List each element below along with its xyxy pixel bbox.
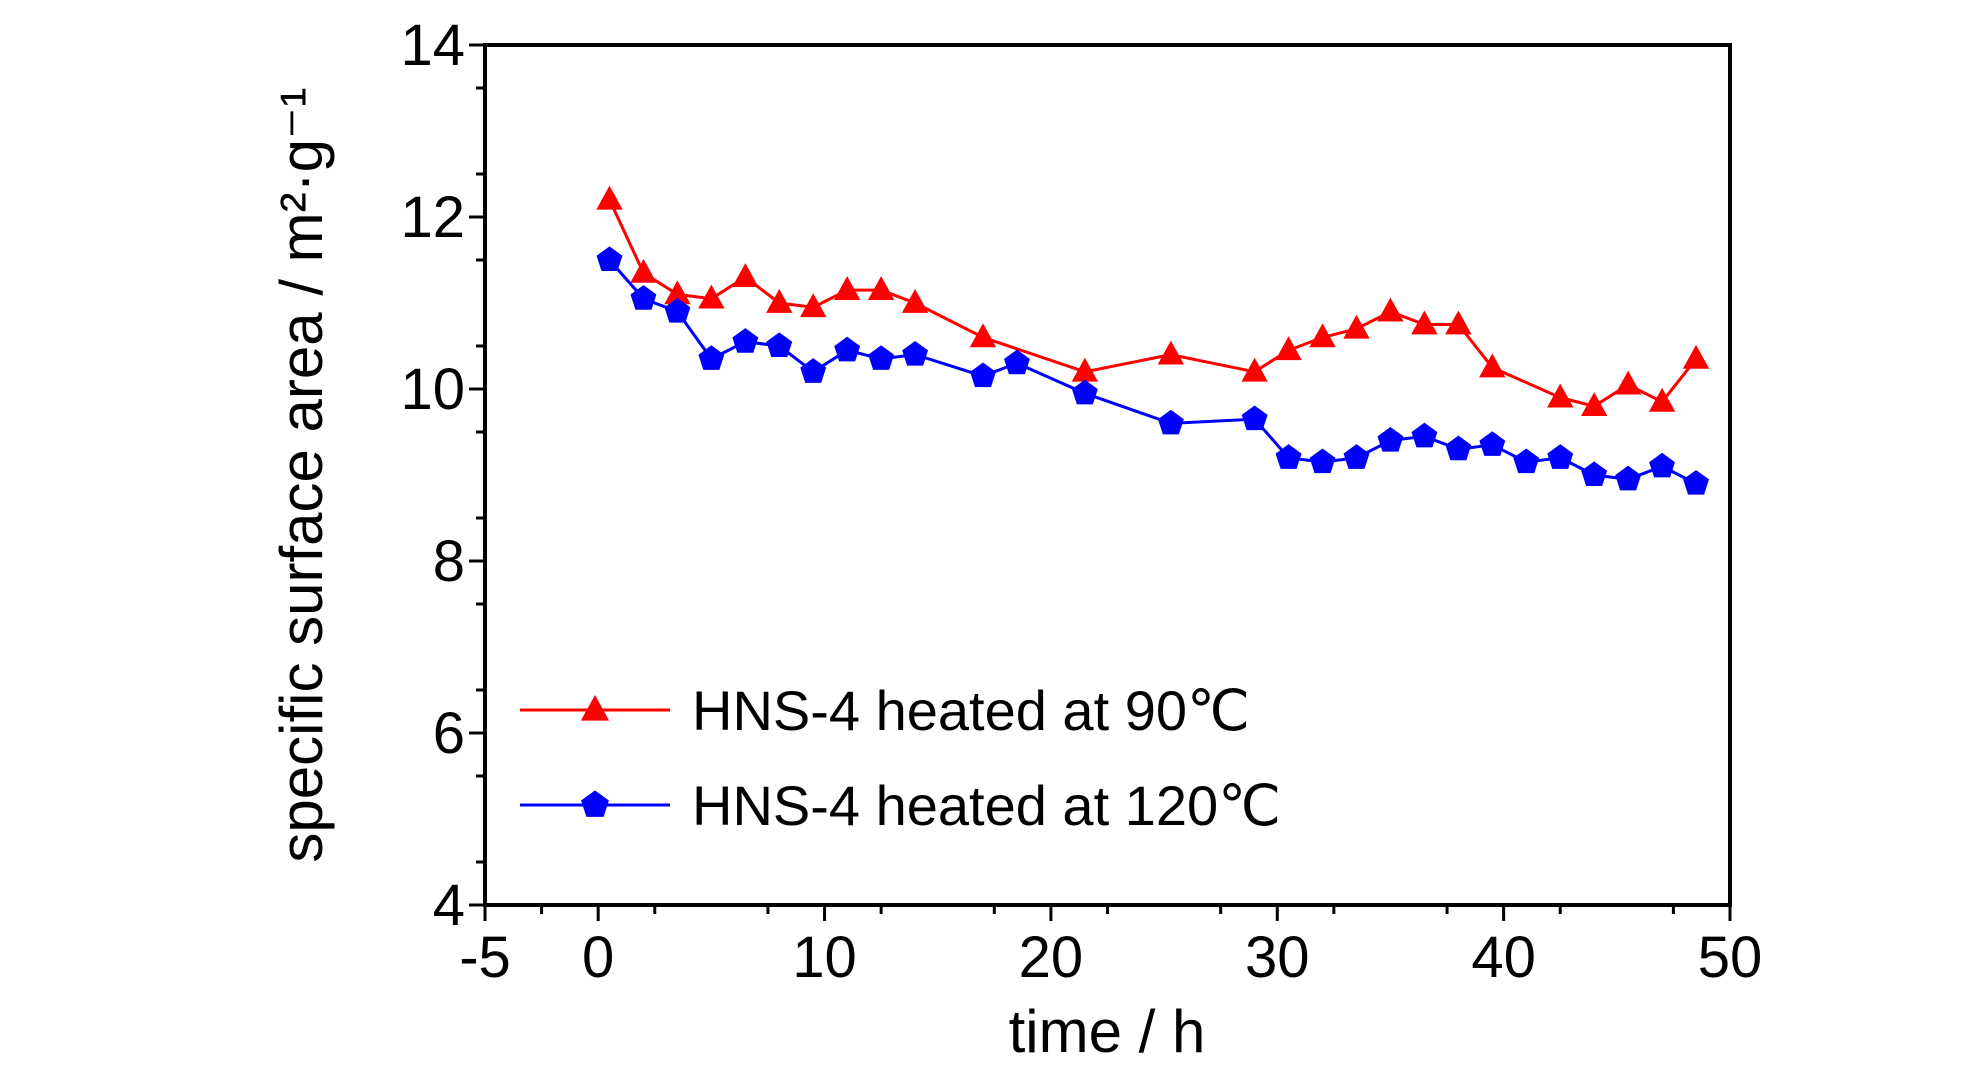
x-tick-label: 20 (1019, 925, 1084, 990)
y-axis-title: specific surface area / m²·g⁻¹ (268, 87, 335, 862)
data-point (1580, 392, 1608, 417)
data-point (1411, 422, 1438, 448)
y-tick-label: 4 (433, 873, 465, 938)
legend-marker (581, 790, 609, 817)
data-point (732, 263, 759, 288)
data-point (1004, 349, 1030, 375)
legend-item-1: HNS-4 heated at 90℃ (520, 679, 1250, 742)
data-point (1445, 435, 1472, 461)
data-point (868, 345, 895, 370)
x-tick-label: 40 (1471, 925, 1536, 990)
data-point (1683, 469, 1709, 495)
data-point (834, 336, 861, 362)
data-point (1649, 452, 1676, 478)
data-point (766, 332, 793, 358)
data-point (1309, 323, 1336, 348)
series-2 (596, 246, 1709, 495)
data-point (732, 328, 759, 353)
data-point (698, 345, 725, 370)
data-point (970, 362, 996, 388)
data-point (1275, 336, 1302, 361)
x-tick-label: -5 (459, 925, 511, 990)
data-point (664, 297, 691, 323)
legend: HNS-4 heated at 90℃ HNS-4 heated at 120℃ (520, 679, 1281, 837)
data-point (1241, 405, 1268, 431)
data-point (766, 288, 793, 313)
data-point (1411, 310, 1438, 335)
data-point (1479, 353, 1506, 378)
x-tick-label: 30 (1245, 925, 1310, 990)
data-point (630, 285, 657, 310)
data-point (698, 284, 725, 309)
data-point (1581, 461, 1608, 487)
data-point (902, 340, 929, 366)
axis-ticks: -5 0 10 20 30 40 50 4 6 8 10 12 14 (400, 13, 1762, 990)
data-point (1157, 340, 1185, 365)
data-point (1343, 314, 1370, 339)
data-point (969, 323, 997, 348)
data-point (596, 246, 623, 272)
data-point (1547, 444, 1574, 469)
data-point (1071, 379, 1098, 405)
x-tick-label: 10 (792, 925, 857, 990)
data-point (630, 258, 657, 283)
x-tick-label: 50 (1698, 925, 1763, 990)
x-axis-title: time / h (1009, 998, 1206, 1063)
data-point (1309, 448, 1336, 474)
data-point (833, 276, 861, 300)
series-line (608, 259, 1697, 485)
data-point (596, 185, 623, 210)
y-tick-label: 6 (433, 701, 465, 766)
legend-label: HNS-4 heated at 90℃ (692, 679, 1250, 742)
data-point (867, 276, 895, 300)
legend-marker (580, 694, 610, 721)
series-layer (596, 185, 1710, 495)
data-point (1614, 370, 1642, 395)
data-point (1513, 448, 1540, 474)
x-tick-label: 0 (582, 925, 614, 990)
y-tick-label: 10 (400, 357, 465, 422)
data-point (1445, 310, 1472, 335)
data-point (1241, 357, 1268, 382)
legend-label: HNS-4 heated at 120℃ (692, 774, 1281, 837)
data-point (1275, 444, 1302, 469)
y-tick-label: 8 (433, 529, 465, 594)
y-tick-label: 12 (400, 185, 465, 250)
y-tick-label: 14 (400, 13, 465, 78)
series-1 (596, 185, 1710, 417)
data-point (800, 293, 827, 318)
data-point (1377, 426, 1404, 452)
data-point (800, 358, 827, 383)
data-point (1615, 465, 1642, 491)
legend-item-2: HNS-4 heated at 120℃ (520, 774, 1281, 837)
data-point (901, 288, 929, 313)
data-point (1377, 297, 1404, 322)
data-point (1343, 444, 1370, 469)
data-point (1648, 387, 1676, 412)
data-point (1479, 431, 1506, 456)
data-point (1157, 409, 1184, 435)
data-point (1682, 344, 1710, 369)
data-point (1547, 383, 1574, 408)
